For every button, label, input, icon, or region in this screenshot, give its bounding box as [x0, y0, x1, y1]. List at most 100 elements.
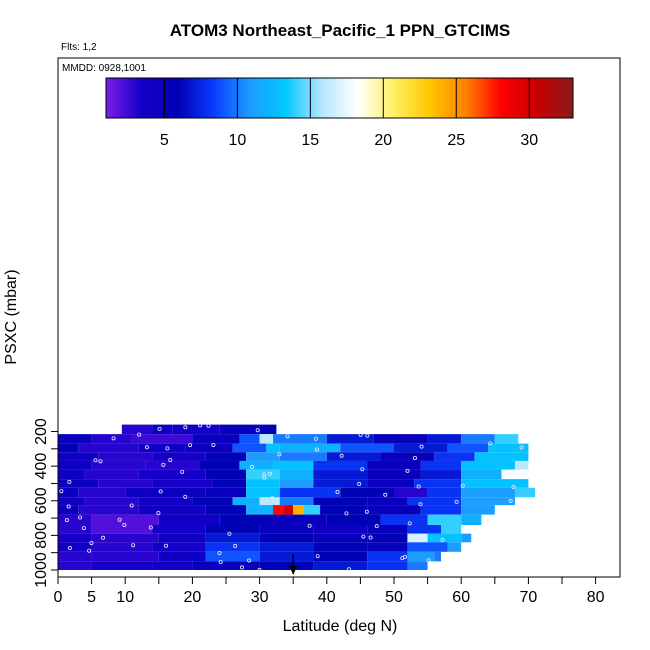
heat-cell — [199, 460, 240, 470]
y-tick-label: 400 — [33, 453, 50, 480]
heat-cell — [158, 514, 220, 525]
chart-title: ATOM3 Northeast_Pacific_1 PPN_GTCIMS — [170, 21, 510, 40]
heat-cell — [273, 434, 327, 444]
sample-point — [365, 433, 370, 438]
heat-cell — [394, 487, 428, 498]
heat-cell — [192, 497, 233, 506]
y-tick-label: 600 — [33, 487, 50, 514]
x-tick-label: 0 — [54, 589, 63, 606]
sample-point — [188, 443, 193, 448]
heat-cell — [58, 487, 79, 498]
heat-cell — [58, 497, 85, 506]
sample-point — [59, 489, 64, 494]
heat-cell — [246, 469, 280, 480]
heat-cell — [152, 561, 193, 570]
sample-point — [211, 442, 216, 447]
heat-cell — [259, 524, 314, 534]
sample-point — [426, 558, 431, 563]
heat-cell — [259, 533, 314, 543]
heat-cell — [205, 533, 260, 543]
heat-cell — [313, 533, 368, 543]
sample-point — [64, 518, 69, 523]
heat-cell — [313, 479, 368, 488]
y-axis-label: PSXC (mbar) — [3, 269, 20, 364]
sample-point — [418, 502, 423, 507]
heat-cell — [441, 524, 462, 534]
x-tick-label: 50 — [385, 589, 403, 606]
heat-cell — [279, 487, 341, 498]
heat-cell — [461, 460, 515, 470]
x-tick-label: 10 — [116, 589, 134, 606]
x-tick-label: 60 — [452, 589, 470, 606]
heat-cell — [380, 452, 435, 461]
heat-cell — [259, 434, 274, 444]
heat-cell — [192, 561, 260, 570]
heat-cell — [152, 479, 213, 488]
sample-point — [137, 432, 142, 437]
sample-point — [218, 559, 223, 564]
sample-point — [508, 498, 513, 503]
heat-cell — [58, 524, 92, 534]
sample-point — [78, 515, 83, 520]
heat-cell — [293, 505, 304, 515]
heat-cell — [58, 460, 92, 470]
heat-cell — [78, 487, 126, 498]
sample-point — [285, 434, 290, 439]
heat-cell — [367, 497, 408, 506]
heat-cell — [145, 460, 200, 470]
heat-cell — [420, 460, 462, 470]
heat-cell — [266, 443, 280, 453]
heat-cell — [58, 452, 99, 461]
sample-point — [315, 554, 320, 559]
colorbar-tick-label: 25 — [447, 132, 465, 149]
heat-cell — [420, 505, 462, 515]
heat-cell — [219, 514, 274, 525]
x-tick-label: 5 — [87, 589, 96, 606]
heat-cell — [212, 479, 247, 488]
heat-cell — [98, 479, 153, 488]
sample-point — [268, 471, 273, 476]
heat-cell — [84, 469, 139, 480]
sample-point — [407, 521, 412, 526]
heat-cell — [259, 561, 314, 570]
heat-cell — [501, 469, 529, 480]
heat-cell — [131, 434, 193, 444]
heat-cell — [427, 514, 462, 525]
heat-cell — [205, 487, 247, 498]
heat-cell — [158, 551, 206, 562]
heat-cell — [279, 443, 341, 453]
heat-cell — [367, 460, 421, 470]
heat-cell — [434, 452, 475, 461]
sample-point — [262, 475, 267, 480]
sample-point — [400, 556, 405, 561]
heat-cell — [91, 533, 159, 543]
heat-cell — [138, 443, 186, 453]
heat-cell — [172, 424, 220, 435]
colorbar-tick-label: 20 — [374, 132, 392, 149]
sample-point — [158, 489, 163, 494]
sample-point — [339, 453, 344, 458]
sample-point — [165, 446, 170, 451]
x-axis: 0 5 10 20 30 40 50 60 70 80 — [54, 577, 605, 606]
heat-cell — [246, 505, 274, 515]
heat-cell — [58, 514, 92, 525]
sample-point — [361, 534, 366, 539]
heat-cell — [58, 533, 92, 543]
heat-cell — [313, 460, 368, 470]
sample-point — [117, 517, 122, 522]
heat-cell — [367, 551, 408, 562]
heat-cell — [192, 434, 240, 444]
sample-point — [157, 426, 162, 431]
heat-layer — [58, 424, 536, 570]
heat-cell — [98, 452, 153, 461]
sample-point — [87, 548, 92, 553]
heat-cell — [367, 561, 408, 570]
sample-point — [255, 428, 260, 433]
heat-cell — [205, 469, 247, 480]
heat-cell — [259, 542, 314, 552]
y-tick-label: 800 — [33, 522, 50, 549]
heat-cell — [58, 551, 92, 562]
sample-point — [416, 484, 421, 489]
y-tick-label: 1000 — [33, 552, 50, 588]
heat-cell — [461, 479, 529, 488]
